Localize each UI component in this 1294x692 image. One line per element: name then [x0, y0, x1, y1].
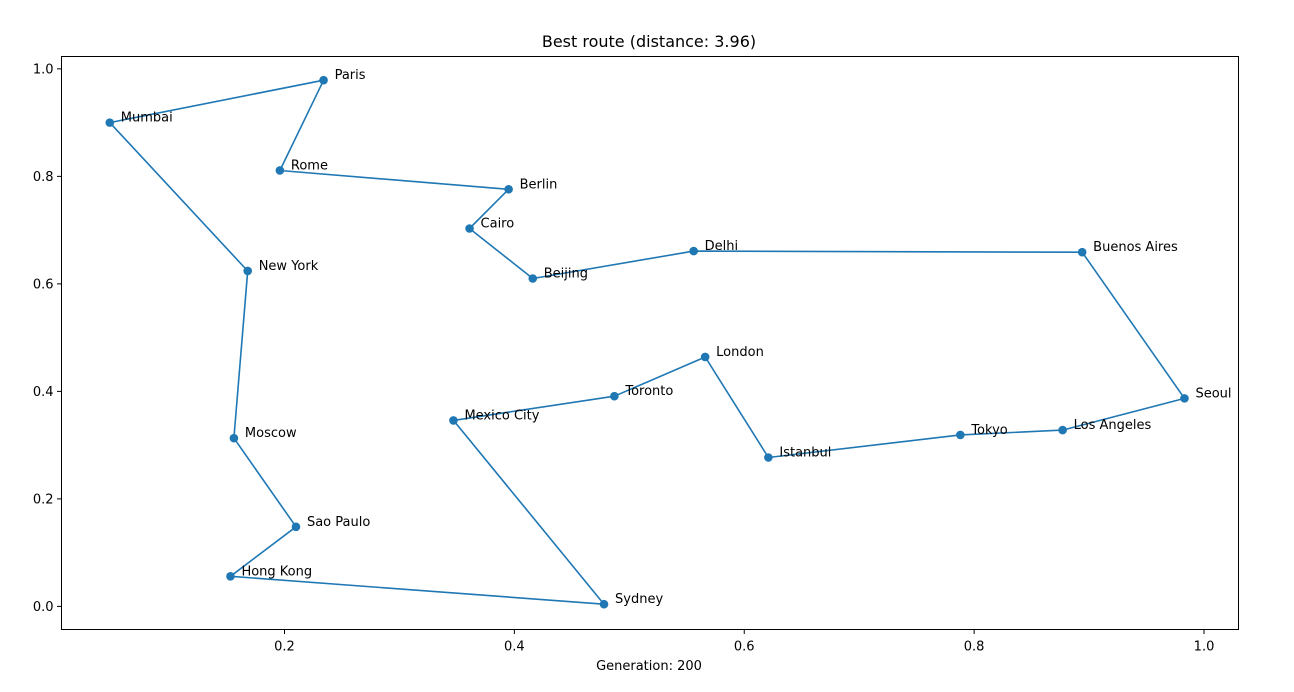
city-label: Tokyo [970, 423, 1007, 438]
city-label: Toronto [624, 384, 673, 399]
y-tick-label: 0.8 [33, 170, 54, 185]
city-point [105, 118, 115, 127]
city-label: Seoul [1195, 386, 1231, 401]
city-label: Delhi [705, 239, 738, 254]
x-axis-label: Generation: 200 [596, 659, 702, 674]
city-label: Moscow [245, 426, 297, 441]
city-point [465, 224, 474, 233]
x-tick-label: 1.0 [1194, 640, 1215, 655]
y-tick-label: 0.4 [33, 385, 54, 400]
plot-area: Paris Rome Berlin Cairo Beijing Delhi Buenos A… [105, 68, 1232, 609]
x-axis: 0.2 0.4 0.6 0.8 1.0 [274, 629, 1215, 655]
city-point [319, 75, 328, 85]
x-tick-label: 0.8 [964, 640, 985, 655]
city-point [504, 184, 513, 194]
city-point [243, 266, 253, 276]
axes-frame [61, 56, 1239, 630]
y-axis: 0.0 0.2 0.4 0.6 0.8 1.0 [33, 62, 62, 615]
chart-title: Best route (distance: 3.96) [542, 32, 756, 51]
x-tick-label: 0.2 [274, 640, 295, 655]
city-label: Sydney [615, 592, 663, 607]
city-point [229, 433, 239, 443]
city-label: Cairo [481, 217, 515, 232]
city-point [1077, 247, 1087, 257]
city-point [449, 416, 458, 425]
city-label: Mexico City [464, 408, 539, 423]
city-point [599, 599, 609, 609]
city-point [689, 246, 698, 256]
y-tick-label: 0.0 [33, 600, 54, 615]
city-label: New York [259, 259, 319, 274]
city-label: Berlin [520, 177, 558, 192]
city-point [275, 166, 285, 175]
city-point [610, 391, 619, 401]
city-label: Paris [335, 68, 366, 83]
city-point [291, 522, 301, 532]
city-point [528, 274, 538, 283]
city-label: Beijing [544, 266, 588, 281]
city-point [226, 571, 235, 581]
x-tick-label: 0.6 [734, 640, 755, 655]
city-point [1180, 394, 1189, 403]
city-label: Mumbai [121, 111, 173, 126]
city-label: Los Angeles [1074, 418, 1152, 433]
x-tick-label: 0.4 [504, 640, 525, 655]
city-label: Buenos Aires [1093, 240, 1178, 255]
city-point [1058, 425, 1067, 435]
city-point [700, 352, 710, 362]
y-tick-label: 0.6 [33, 277, 54, 292]
route-line [109, 79, 1186, 606]
y-tick-label: 0.2 [33, 492, 54, 507]
city-point [764, 453, 773, 462]
y-tick-label: 1.0 [33, 62, 54, 77]
city-label: Hong Kong [241, 564, 312, 579]
city-label: Sao Paulo [307, 515, 370, 530]
city-point [956, 430, 965, 440]
city-label: Istanbul [779, 445, 831, 460]
city-label: London [716, 345, 764, 360]
city-label: Rome [291, 158, 328, 173]
